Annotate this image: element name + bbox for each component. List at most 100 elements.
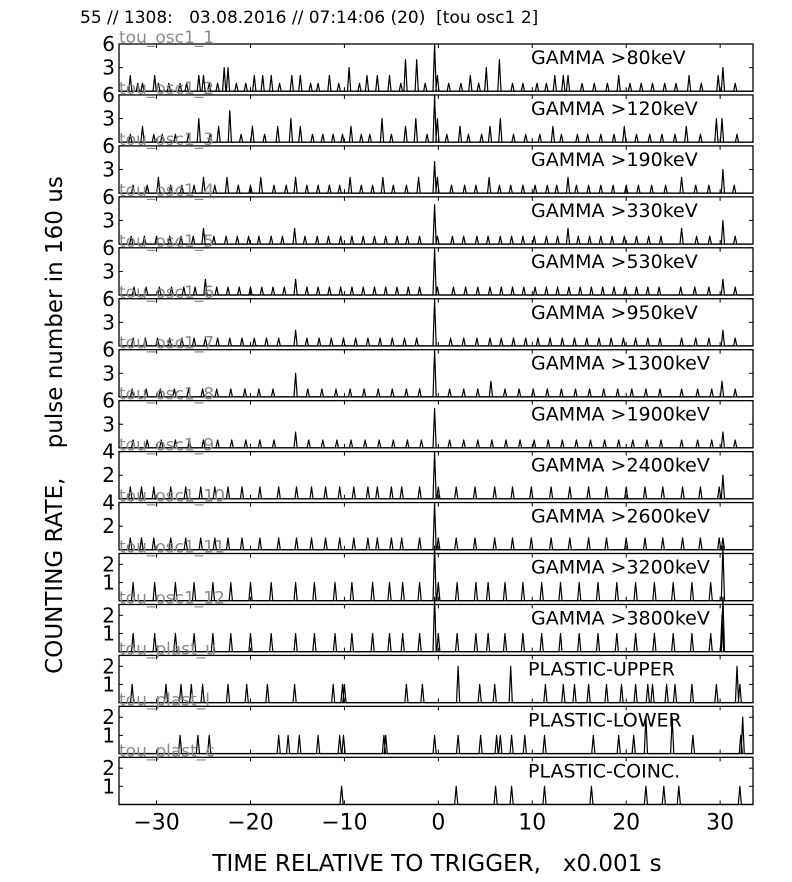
series-line	[119, 43, 753, 92]
panel-channel-name: tou_plast_u	[119, 639, 216, 659]
y-tick-label: 2	[102, 514, 115, 538]
y-tick-label: 3	[102, 259, 115, 283]
panel-channel-name: tou_plast_c	[119, 741, 215, 761]
series-line	[119, 204, 753, 245]
panel: 24 tou_osc1_9 GAMMA >2400keV	[102, 436, 754, 500]
panel: 36 tou_osc1_2 GAMMA >120keV	[102, 79, 754, 143]
series-line	[119, 349, 753, 398]
header-title: 55 // 1308: 03.08.2016 // 07:14:06 (20) …	[80, 8, 539, 28]
y-tick-label: 3	[102, 412, 115, 436]
y-tick-label: 6	[102, 83, 115, 107]
panel-channel-name: tou_osc1_8	[119, 385, 214, 405]
panel-channel-name: tou_osc1_9	[119, 436, 214, 456]
panel-label: GAMMA >530keV	[531, 251, 698, 273]
panel-label: PLASTIC-LOWER	[528, 709, 682, 731]
panel-channel-name: tou_plast_l	[119, 690, 210, 710]
panel-label: GAMMA >3200keV	[531, 557, 710, 579]
panel-label: GAMMA >330keV	[531, 200, 698, 222]
panel-channel-name: tou_osc1_7	[119, 334, 214, 354]
y-tick-label: 3	[102, 208, 115, 232]
panel-label: GAMMA >3800keV	[531, 607, 710, 629]
panel-channel-name: tou_osc1_10	[119, 487, 225, 507]
y-tick-label: 6	[102, 134, 115, 158]
x-tick-label: −20	[227, 811, 273, 836]
panel: 36 tou_osc1_5 GAMMA >530keV	[102, 232, 754, 296]
panel-label: GAMMA >120keV	[531, 98, 698, 120]
series-line	[119, 785, 753, 806]
y-tick-label: 2	[102, 756, 115, 780]
y-tick-label: 2	[102, 552, 115, 576]
series-line	[119, 596, 753, 653]
y-tick-label: 1	[102, 774, 115, 798]
x-tick-label: 0	[431, 811, 445, 836]
panel-channel-name: tou_osc1_5	[119, 232, 214, 252]
y-tick-label: 6	[102, 185, 115, 209]
panel-channel-name: tou_osc1_12	[119, 588, 225, 608]
panel-channel-name: tou_osc1_2	[119, 79, 214, 99]
panel-label: GAMMA >2400keV	[531, 455, 710, 477]
series-line	[119, 247, 753, 296]
y-tick-label: 3	[102, 310, 115, 334]
panel: 36 tou_osc1_6 GAMMA >950keV	[102, 283, 754, 347]
y-tick-label: 6	[102, 338, 115, 362]
y-tick-label: 2	[102, 463, 115, 487]
panel-label: GAMMA >80keV	[531, 47, 686, 69]
panel-label: GAMMA >950keV	[531, 302, 698, 324]
y-tick-label: 2	[102, 603, 115, 627]
panel-label: GAMMA >190keV	[531, 149, 698, 171]
series-line	[119, 716, 753, 755]
series-line	[119, 451, 753, 500]
x-axis-label: TIME RELATIVE TO TRIGGER, x0.001 s	[212, 851, 662, 877]
x-tick-label: 30	[706, 811, 734, 836]
y-tick-label: 1	[102, 723, 115, 747]
panel-channel-name: tou_osc1_4	[119, 181, 214, 201]
y-tick-label: 2	[102, 654, 115, 678]
series-line	[119, 94, 753, 143]
x-tick-label: −30	[133, 811, 179, 836]
series-line	[119, 665, 753, 704]
panel-label: PLASTIC-COINC.	[528, 760, 680, 782]
y-tick-label: 6	[102, 389, 115, 413]
y-tick-label: 3	[102, 56, 115, 80]
panel: 24 tou_osc1_10 GAMMA >2600keV	[102, 487, 754, 551]
x-tick-label: 20	[612, 811, 640, 836]
y-tick-label: 1	[102, 672, 115, 696]
y-tick-label: 4	[102, 491, 115, 515]
y-tick-label: 6	[102, 287, 115, 311]
x-tick-label: 10	[518, 811, 546, 836]
x-tick-label: −10	[321, 811, 367, 836]
panel: 36 tou_osc1_7 GAMMA >1300keV	[102, 334, 754, 398]
series-line	[119, 161, 753, 194]
series-line	[119, 545, 753, 602]
panel: 36 tou_osc1_4 GAMMA >330keV	[102, 181, 754, 245]
panel-channel-name: tou_osc1_6	[119, 283, 214, 303]
y-tick-label: 3	[102, 361, 115, 385]
series-line	[119, 298, 753, 347]
series-line	[119, 502, 753, 551]
panel: 36 tou_osc1_8 GAMMA >1900keV	[102, 385, 754, 449]
panel-label: PLASTIC-UPPER	[528, 658, 675, 680]
y-tick-label: 3	[102, 107, 115, 131]
panel-channel-name: tou_osc1_1	[119, 28, 214, 48]
y-tick-label: 1	[102, 621, 115, 645]
panel: 36 tou_osc1_1 GAMMA >80keV	[102, 28, 754, 92]
panel-label: GAMMA >1300keV	[531, 353, 710, 375]
series-line	[119, 407, 753, 449]
panel-label: GAMMA >2600keV	[531, 506, 710, 528]
panel: 36 tou_osc1_3 GAMMA >190keV	[102, 130, 754, 194]
y-tick-label: 4	[102, 440, 115, 464]
y-tick-label: 2	[102, 705, 115, 729]
panel-label: GAMMA >1900keV	[531, 404, 710, 426]
y-tick-label: 6	[102, 32, 115, 56]
y-tick-label: 3	[102, 158, 115, 182]
y-tick-label: 1	[102, 571, 115, 595]
panel-channel-name: tou_osc1_11	[119, 538, 225, 558]
y-tick-label: 6	[102, 236, 115, 260]
panel-channel-name: tou_osc1_3	[119, 130, 214, 150]
